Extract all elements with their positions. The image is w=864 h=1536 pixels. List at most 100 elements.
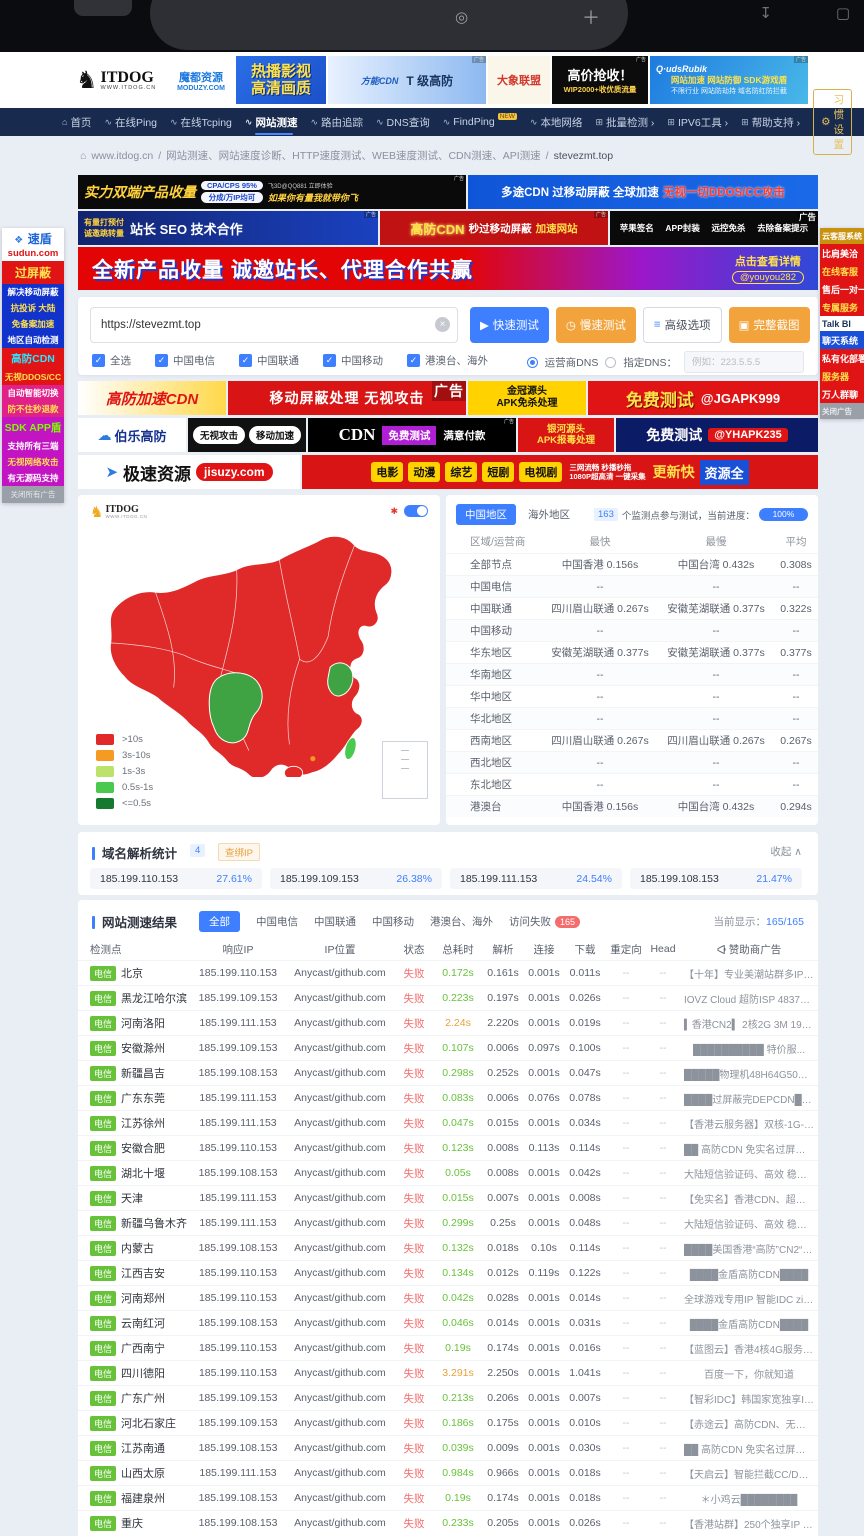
- result-row[interactable]: 电信 广东东莞 185.199.111.153 Anycast/github.c…: [78, 1085, 818, 1110]
- quick-test-button[interactable]: ▶ 快速测试: [470, 307, 549, 343]
- result-filter[interactable]: 全部: [199, 911, 241, 932]
- isp-checkbox[interactable]: 全选: [92, 353, 131, 368]
- result-row[interactable]: 电信 江西吉安 185.199.110.153 Anycast/github.c…: [78, 1260, 818, 1285]
- banner-ad[interactable]: 多途CDN 过移动屏蔽 全球加速 无视一切DDOS/CC攻击: [468, 175, 818, 209]
- result-row[interactable]: 电信 北京 185.199.110.153 Anycast/github.com…: [78, 960, 818, 985]
- check-ip-tag[interactable]: 查绑IP: [218, 843, 260, 861]
- advanced-options-button[interactable]: ≡ 高级选项: [642, 307, 722, 343]
- result-row[interactable]: 电信 重庆 185.199.108.153 Anycast/github.com…: [78, 1510, 818, 1535]
- browser-button[interactable]: [74, 0, 132, 16]
- sponsor-ad[interactable]: ＊小鸡云████████: [700, 1494, 798, 1506]
- result-row[interactable]: 电信 四川德阳 185.199.110.153 Anycast/github.c…: [78, 1360, 818, 1385]
- sponsor-ad[interactable]: 【赤途云】高防CDN、无视攻击: [684, 1419, 818, 1431]
- sponsor-ad[interactable]: █████物理机48H64G50M 19...: [684, 1069, 818, 1081]
- result-row[interactable]: 电信 湖北十堰 185.199.108.153 Anycast/github.c…: [78, 1160, 818, 1185]
- plus-icon[interactable]: ＋: [582, 8, 600, 28]
- slow-test-button[interactable]: ◷ 慢速测试: [555, 307, 636, 343]
- sponsor-ad[interactable]: 【十年】专业美潮站群多IP出租...: [684, 969, 818, 981]
- result-row[interactable]: 电信 江苏徐州 185.199.111.153 Anycast/github.c…: [78, 1110, 818, 1135]
- sponsor-ad[interactable]: ██████████ 特价服...: [693, 1044, 805, 1056]
- sponsor-ad[interactable]: ██ 高防CDN 免实名过屏蔽 ██: [684, 1144, 818, 1156]
- sponsor-ad[interactable]: ████金盾高防CDN████: [689, 1319, 809, 1331]
- nav-item[interactable]: ⊞ 批量检测 ›: [595, 116, 655, 129]
- clear-input-icon[interactable]: ×: [435, 317, 450, 332]
- result-row[interactable]: 电信 广东广州 185.199.109.153 Anycast/github.c…: [78, 1385, 818, 1410]
- dns-input[interactable]: [684, 351, 804, 373]
- banner-ad[interactable]: 高防CDN 秒过移动屏蔽 加速网站 广告: [380, 211, 608, 245]
- sponsor-ad[interactable]: 大陆短信验证码、高效 稳定 安...: [684, 1219, 818, 1231]
- sponsor-ad[interactable]: ████过屏蔽完DEPCDN████: [684, 1094, 818, 1106]
- china-map[interactable]: [86, 525, 432, 777]
- nav-item[interactable]: ∿ 路由追踪: [310, 116, 363, 129]
- result-filter[interactable]: 中国移动: [372, 916, 415, 928]
- itdog-logo[interactable]: ♞ ITDOG WWW.ITDOG.CN: [76, 66, 164, 95]
- browser-url-pill[interactable]: ◎ ＋: [150, 0, 628, 50]
- result-row[interactable]: 电信 天津 185.199.111.153 Anycast/github.com…: [78, 1185, 818, 1210]
- banner-ad[interactable]: 高价抢收！ WIP2000+收优质流量 广告: [552, 56, 648, 104]
- tab-china[interactable]: 中国地区: [456, 504, 516, 525]
- nav-item[interactable]: ∿ 在线Tcping: [170, 116, 232, 129]
- nav-item[interactable]: ∿ DNS查询: [376, 116, 430, 129]
- banner-ad[interactable]: 无视攻击 移动加速: [188, 418, 306, 452]
- sponsor-ad[interactable]: ████美国香港“高防”CN2“秒...: [684, 1244, 818, 1256]
- sponsor-ad[interactable]: 【香港云服务器】双核-1G-10M...: [684, 1119, 818, 1131]
- custom-dns-radio[interactable]: [605, 356, 617, 368]
- sponsor-ad[interactable]: 大陆短信验证码、高效 稳定 安...: [684, 1169, 818, 1181]
- nav-item[interactable]: ∿ FindPing NEW: [442, 112, 517, 128]
- nav-item[interactable]: ∿ 在线Ping: [104, 116, 157, 129]
- banner-ad[interactable]: 苹果签名 APP封装 远控免杀 去除备案提示 广告: [610, 211, 818, 245]
- banner-ad[interactable]: ➤ 极速资源 jisuzy.com: [78, 455, 300, 489]
- dns-ip-pill[interactable]: 185.199.109.153 26.38%: [270, 868, 442, 889]
- left-floating-ad[interactable]: ❖ 速盾 sudun.com 过屏蔽 解决移动屏蔽 抗投诉 大陆 免备案加速 地…: [2, 228, 64, 503]
- nav-item[interactable]: ⊞ IPV6工具 ›: [667, 116, 729, 129]
- download-icon[interactable]: ↧: [759, 5, 772, 22]
- banner-ad[interactable]: CDN 免费测试 满意付款 广告: [308, 418, 516, 452]
- result-row[interactable]: 电信 河南洛阳 185.199.111.153 Anycast/github.c…: [78, 1010, 818, 1035]
- banner-ad[interactable]: 免费测试 @YHAPK235: [616, 418, 818, 452]
- sponsor-ad[interactable]: 【天启云】智能拦截CC/DDOS...: [684, 1469, 818, 1481]
- result-row[interactable]: 电信 新疆昌吉 185.199.108.153 Anycast/github.c…: [78, 1060, 818, 1085]
- result-row[interactable]: 电信 山西太原 185.199.111.153 Anycast/github.c…: [78, 1460, 818, 1485]
- sponsor-ad[interactable]: 全球游戏专用IP 智能IDC zidc.net: [684, 1294, 818, 1306]
- dns-ip-pill[interactable]: 185.199.110.153 27.61%: [90, 868, 262, 889]
- tabs-icon[interactable]: ▢: [835, 5, 850, 22]
- isp-checkbox[interactable]: 中国电信: [155, 353, 215, 368]
- banner-ad[interactable]: Q·udsRubik 网站加速 网站防御 SDK游戏盾 不限行业 网站防劫持 域…: [650, 56, 808, 104]
- isp-checkbox[interactable]: 中国移动: [323, 353, 383, 368]
- dns-ip-pill[interactable]: 185.199.108.153 21.47%: [630, 868, 802, 889]
- banner-ad[interactable]: 魔都资源 MODUZY.COM: [168, 56, 234, 104]
- isp-checkbox[interactable]: 中国联通: [239, 353, 299, 368]
- result-row[interactable]: 电信 安徽合肥 185.199.110.153 Anycast/github.c…: [78, 1135, 818, 1160]
- sponsor-ad[interactable]: 【香港站群】250个独享IP 50M...: [684, 1519, 818, 1531]
- result-row[interactable]: 电信 河南郑州 185.199.110.153 Anycast/github.c…: [78, 1285, 818, 1310]
- collapse-button[interactable]: 收起 ∧: [770, 846, 802, 858]
- screenshot-button[interactable]: ▣ 完整截图: [728, 307, 810, 343]
- sponsor-ad[interactable]: 百度一下，你就知道: [704, 1369, 794, 1381]
- result-row[interactable]: 电信 广西南宁 185.199.110.153 Anycast/github.c…: [78, 1335, 818, 1360]
- banner-ad[interactable]: ☁ 伯乐高防: [78, 418, 186, 452]
- banner-ad[interactable]: 热播影视 高清画质: [236, 56, 326, 104]
- sponsor-ad[interactable]: IOVZ Cloud 超防ISP 4837服务器: [684, 994, 818, 1006]
- nav-item[interactable]: ∿ 网站测速: [245, 108, 297, 136]
- banner-ad[interactable]: 全新产品收量 诚邀站长、代理合作共赢 点击查看详情 @youyou282: [78, 247, 818, 290]
- close-ads-button[interactable]: 关闭所有广告: [2, 486, 64, 503]
- result-row[interactable]: 电信 黑龙江哈尔滨 185.199.109.153 Anycast/github…: [78, 985, 818, 1010]
- sponsor-ad[interactable]: 【蓝图云】香港4核4G服务器29...: [684, 1344, 818, 1356]
- right-floating-ad[interactable]: 云客服系统 比肩美洽 在线客服 售后一对一 专属服务 Talk Bl 聊天系统 …: [820, 228, 864, 419]
- result-filter[interactable]: 访问失败 165: [509, 914, 581, 929]
- banner-ad[interactable]: 实力双端产品收量 CPA/CPS 95% 分成/万IP均可 飞3D@QQ881 …: [78, 175, 466, 209]
- dns-ip-pill[interactable]: 185.199.111.153 24.54%: [450, 868, 622, 889]
- result-row[interactable]: 电信 安徽滁州 185.199.109.153 Anycast/github.c…: [78, 1035, 818, 1060]
- result-row[interactable]: 电信 江苏南通 185.199.108.153 Anycast/github.c…: [78, 1435, 818, 1460]
- banner-ad[interactable]: 方能CDN T 级高防 广告: [328, 56, 486, 104]
- result-filter[interactable]: 中国联通: [314, 916, 357, 928]
- result-row[interactable]: 电信 河北石家庄 185.199.109.153 Anycast/github.…: [78, 1410, 818, 1435]
- sponsor-ad[interactable]: ████金盾高防CDN████: [689, 1269, 809, 1281]
- banner-ad[interactable]: 银河源头 APK报毒处理: [518, 418, 614, 452]
- nav-settings-button[interactable]: ⚙ 习惯设置: [813, 89, 853, 155]
- nav-item[interactable]: ∿ 本地网络: [529, 116, 583, 129]
- banner-ad[interactable]: 有量打预付 诚邀跳转量 站长 SEO 技术合作 广告: [78, 211, 378, 245]
- isp-checkbox[interactable]: 港澳台、海外: [407, 353, 488, 368]
- sponsor-ad[interactable]: 【智彩IDC】韩国家宽独享ISP/原...: [684, 1394, 818, 1406]
- banner-ad[interactable]: 电影 动漫 综艺 短剧 电视剧 三网流畅 秒播秒拖 1080P超高清 一键采集 …: [302, 455, 818, 489]
